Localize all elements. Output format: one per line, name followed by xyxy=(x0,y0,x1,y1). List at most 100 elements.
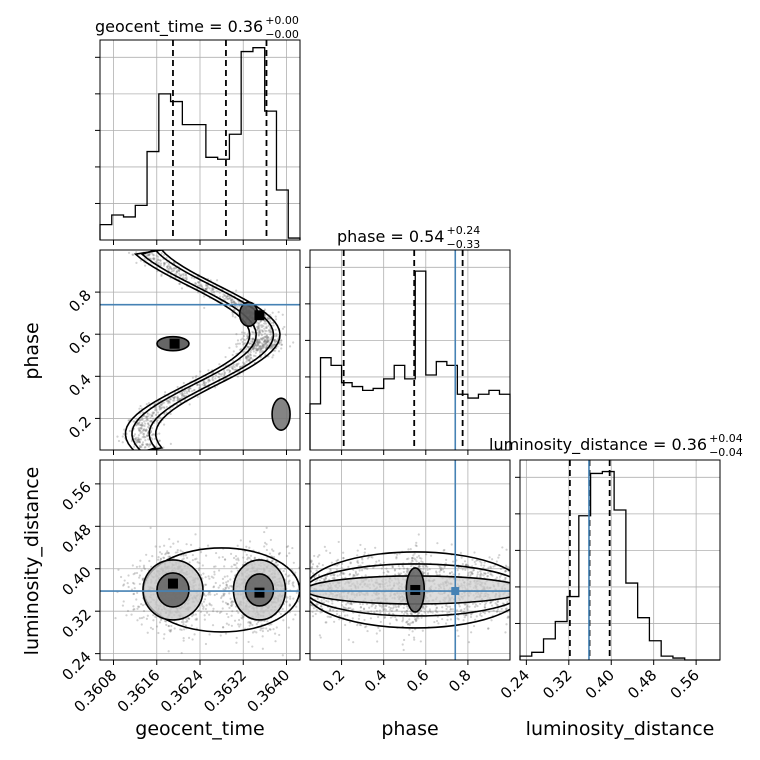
sample-point xyxy=(262,343,266,346)
sample-point xyxy=(258,340,261,343)
sample-point xyxy=(141,418,144,421)
sample-point xyxy=(354,572,358,575)
sample-point xyxy=(389,607,392,610)
sample-point xyxy=(316,565,319,568)
sample-point xyxy=(426,568,429,572)
sample-point xyxy=(186,619,189,622)
sample-point xyxy=(235,558,238,561)
sample-point xyxy=(208,603,211,606)
sample-point xyxy=(159,262,163,265)
sample-point xyxy=(182,623,185,626)
sample-point xyxy=(201,383,204,386)
sample-point xyxy=(229,578,232,581)
sample-point xyxy=(347,638,350,641)
sample-point xyxy=(288,552,291,555)
sample-point xyxy=(235,289,238,292)
sample-point xyxy=(211,291,214,294)
sample-point xyxy=(162,264,166,267)
sample-point xyxy=(159,403,162,406)
sample-point xyxy=(145,443,148,446)
scatter-panel-ld-vs-geocent-time: 0.36080.36160.36240.36320.36400.240.320.… xyxy=(58,459,301,716)
sample-point xyxy=(291,582,294,585)
sample-point xyxy=(265,344,269,347)
sample-point xyxy=(316,579,319,582)
sample-point xyxy=(172,396,175,399)
sample-point xyxy=(347,607,350,610)
sample-point xyxy=(340,566,343,569)
sample-point xyxy=(151,427,154,430)
sample-point xyxy=(222,581,225,585)
sample-point xyxy=(253,347,257,350)
sample-point xyxy=(138,576,141,579)
sample-point xyxy=(501,602,504,605)
sample-point xyxy=(146,434,149,437)
sample-point xyxy=(420,616,423,619)
sample-point xyxy=(169,630,172,633)
sample-point xyxy=(137,438,140,441)
sample-point xyxy=(145,418,149,421)
sample-point xyxy=(465,613,468,616)
sample-point xyxy=(272,354,275,357)
sample-point xyxy=(261,336,265,339)
sample-point xyxy=(235,609,239,613)
sample-point xyxy=(145,617,148,620)
sample-point xyxy=(421,607,424,610)
sample-point xyxy=(254,354,257,358)
sample-point xyxy=(406,567,409,570)
sample-point xyxy=(145,553,148,556)
sample-point xyxy=(264,322,268,325)
sample-point xyxy=(182,620,185,624)
sample-point xyxy=(363,547,367,551)
sample-point xyxy=(175,270,178,273)
sample-point xyxy=(234,316,237,319)
sample-point xyxy=(142,424,145,427)
sample-point xyxy=(133,582,136,585)
sample-point xyxy=(169,265,172,269)
sample-point xyxy=(287,582,290,585)
sample-point xyxy=(200,284,203,288)
sample-point xyxy=(261,337,265,340)
sample-point xyxy=(317,573,321,577)
sample-point xyxy=(260,324,264,327)
sample-point xyxy=(155,419,158,423)
sample-point xyxy=(257,347,260,351)
sample-point xyxy=(363,618,366,622)
sample-point xyxy=(221,295,225,299)
sample-point xyxy=(169,442,172,445)
sample-point xyxy=(158,432,161,435)
sample-point xyxy=(283,325,286,329)
sample-point xyxy=(169,398,172,401)
sample-point xyxy=(199,384,202,387)
sample-point xyxy=(204,576,207,579)
sample-point xyxy=(406,571,409,574)
sample-point xyxy=(256,348,259,351)
sample-point xyxy=(170,624,173,628)
sample-point xyxy=(244,627,247,630)
sample-point xyxy=(254,351,257,354)
sample-point xyxy=(167,268,170,271)
sample-point xyxy=(377,615,380,619)
sample-point xyxy=(166,265,169,268)
sample-point xyxy=(218,372,221,375)
sample-point xyxy=(148,253,151,257)
sample-point xyxy=(261,635,264,638)
sample-point xyxy=(169,266,172,270)
sample-point xyxy=(156,411,160,414)
sample-point xyxy=(138,441,142,444)
sample-point xyxy=(260,627,264,630)
sample-point xyxy=(284,333,287,336)
sample-point xyxy=(138,429,141,432)
sample-point xyxy=(191,614,194,618)
sample-point xyxy=(133,445,136,448)
sample-point xyxy=(279,339,283,342)
sample-point xyxy=(496,607,500,611)
sample-point xyxy=(147,424,150,427)
sample-point xyxy=(248,355,251,358)
sample-point xyxy=(158,545,161,548)
sample-point xyxy=(413,552,416,555)
sample-point xyxy=(479,572,483,575)
sample-point xyxy=(417,554,421,557)
sample-point xyxy=(395,618,398,621)
sample-point xyxy=(230,565,233,568)
